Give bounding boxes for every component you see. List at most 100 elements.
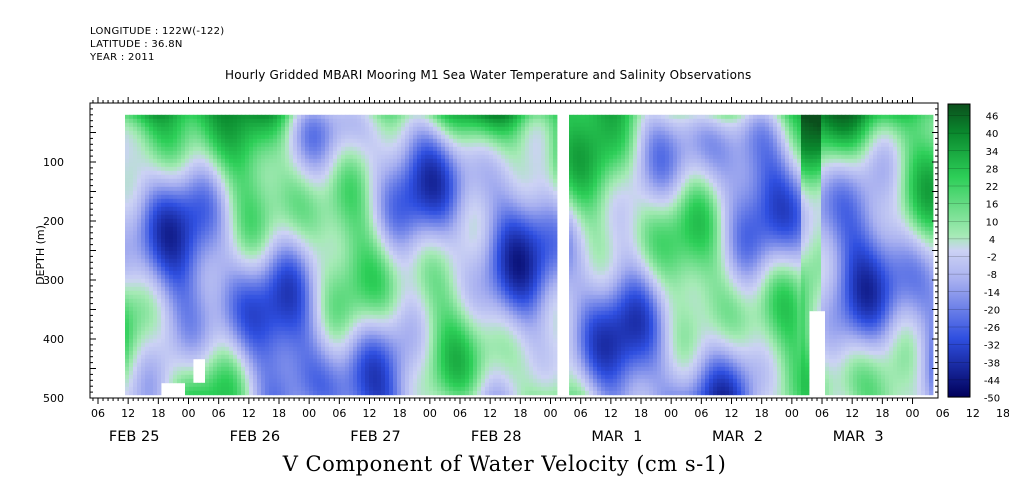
heatmap-cell — [125, 274, 130, 280]
heatmap-cell — [201, 150, 206, 156]
heatmap-cell — [217, 218, 222, 224]
heatmap-cell — [145, 170, 150, 176]
heatmap-cell — [265, 298, 270, 304]
heatmap-cell — [173, 378, 178, 384]
heatmap-cell — [297, 358, 302, 364]
heatmap-cell — [357, 334, 362, 340]
heatmap-cell — [257, 246, 262, 252]
heatmap-cell — [201, 206, 206, 212]
heatmap-cell — [237, 154, 242, 160]
heatmap-cell — [293, 130, 298, 136]
heatmap-cell — [325, 186, 330, 192]
heatmap-cell — [377, 198, 382, 204]
heatmap-cell — [141, 202, 146, 208]
heatmap-cell — [241, 342, 246, 348]
heatmap-cell — [185, 222, 190, 228]
heatmap-cell — [221, 122, 226, 128]
heatmap-cell — [177, 358, 182, 364]
heatmap-cell — [401, 350, 406, 356]
heatmap-cell — [341, 298, 346, 304]
heatmap-cell — [133, 282, 138, 288]
heatmap-cell — [257, 230, 262, 236]
heatmap-cell — [217, 302, 222, 308]
heatmap-cell — [285, 378, 290, 384]
heatmap-cell — [233, 186, 238, 192]
heatmap-cell — [373, 326, 378, 332]
heatmap-cell — [217, 306, 222, 312]
heatmap-cell — [345, 330, 350, 336]
heatmap-cell — [273, 138, 278, 144]
heatmap-cell — [309, 374, 314, 380]
heatmap-cell — [125, 322, 130, 328]
heatmap-cell — [169, 214, 174, 220]
heatmap-cell — [169, 374, 174, 380]
heatmap-cell — [305, 338, 310, 344]
heatmap-cell — [253, 234, 258, 240]
heatmap-cell — [145, 162, 150, 168]
heatmap-cell — [317, 258, 322, 264]
heatmap-cell — [221, 330, 226, 336]
heatmap-cell — [325, 142, 330, 148]
heatmap-cell — [225, 218, 230, 224]
heatmap-cell — [133, 138, 138, 144]
heatmap-cell — [361, 246, 366, 252]
heatmap-cell — [141, 182, 146, 188]
heatmap-cell — [337, 258, 342, 264]
heatmap-cell — [397, 254, 402, 260]
heatmap-cell — [397, 202, 402, 208]
heatmap-cell — [161, 186, 166, 192]
heatmap-cell — [141, 226, 146, 232]
heatmap-cell — [245, 166, 250, 172]
heatmap-cell — [125, 122, 130, 128]
heatmap-cell — [401, 378, 406, 384]
heatmap-cell — [205, 286, 210, 292]
heatmap-cell — [153, 142, 158, 148]
heatmap-cell — [221, 146, 226, 152]
heatmap-cell — [329, 194, 334, 200]
heatmap-cell — [385, 238, 390, 244]
heatmap-cell — [229, 166, 234, 172]
heatmap-cell — [201, 254, 206, 260]
heatmap-cell — [329, 254, 334, 260]
heatmap-cell — [185, 266, 190, 272]
heatmap-cell — [305, 150, 310, 156]
heatmap-cell — [145, 206, 150, 212]
heatmap-cell — [217, 374, 222, 380]
heatmap-cell — [293, 218, 298, 224]
heatmap-cell — [313, 242, 318, 248]
heatmap-cell — [353, 238, 358, 244]
heatmap-cell — [177, 190, 182, 196]
heatmap-cell — [261, 386, 266, 392]
heatmap-cell — [193, 354, 198, 360]
heatmap-cell — [237, 126, 242, 132]
heatmap-cell — [149, 262, 154, 268]
heatmap-cell — [213, 218, 218, 224]
heatmap-cell — [325, 198, 330, 204]
heatmap-cell — [257, 138, 262, 144]
heatmap-cell — [161, 330, 166, 336]
heatmap-cell — [137, 194, 142, 200]
heatmap-cell — [365, 390, 370, 396]
heatmap-cell — [357, 386, 362, 392]
heatmap-cell — [305, 166, 310, 172]
heatmap-cell — [361, 166, 366, 172]
heatmap-cell — [361, 226, 366, 232]
heatmap-cell — [149, 258, 154, 264]
heatmap-cell — [245, 190, 250, 196]
heatmap-cell — [357, 318, 362, 324]
heatmap-cell — [145, 214, 150, 220]
heatmap-cell — [161, 222, 166, 228]
heatmap-cell — [285, 282, 290, 288]
heatmap-cell — [369, 282, 374, 288]
heatmap-cell — [249, 130, 254, 136]
heatmap-cell — [165, 326, 170, 332]
heatmap-cell — [209, 174, 214, 180]
heatmap-cell — [153, 238, 158, 244]
heatmap-cell — [273, 254, 278, 260]
heatmap-cell — [161, 354, 166, 360]
heatmap-cell — [209, 150, 214, 156]
heatmap-cell — [409, 334, 414, 340]
heatmap-cell — [301, 366, 306, 372]
heatmap-cell — [237, 314, 242, 320]
heatmap-cell — [169, 130, 174, 136]
